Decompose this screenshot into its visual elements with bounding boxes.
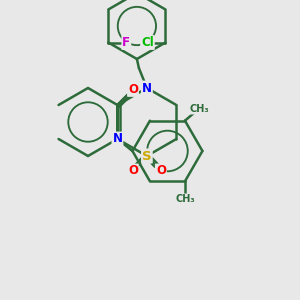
Text: Cl: Cl bbox=[141, 36, 154, 49]
Text: O: O bbox=[128, 164, 138, 178]
Text: S: S bbox=[142, 149, 152, 163]
Text: N: N bbox=[112, 133, 122, 146]
Text: F: F bbox=[122, 36, 130, 49]
Text: O: O bbox=[128, 83, 138, 96]
Text: CH₃: CH₃ bbox=[175, 194, 195, 204]
Text: CH₃: CH₃ bbox=[189, 104, 209, 114]
Text: O: O bbox=[156, 164, 166, 178]
Text: N: N bbox=[142, 82, 152, 94]
